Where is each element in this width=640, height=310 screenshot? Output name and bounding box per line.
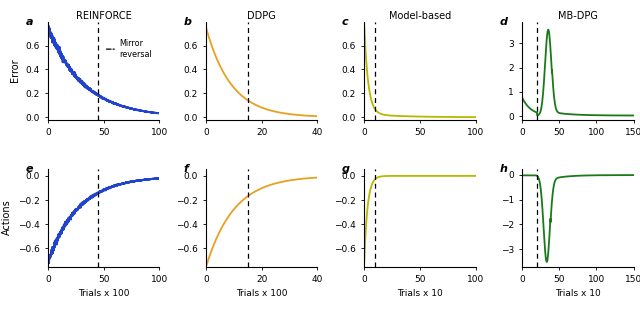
- X-axis label: Trials x 10: Trials x 10: [397, 290, 443, 299]
- Title: Model-based: Model-based: [388, 11, 451, 21]
- Y-axis label: Error: Error: [10, 59, 20, 82]
- Text: f: f: [184, 164, 189, 174]
- Text: e: e: [26, 164, 33, 174]
- Title: REINFORCE: REINFORCE: [76, 11, 132, 21]
- Title: MB-DPG: MB-DPG: [558, 11, 598, 21]
- Text: c: c: [342, 17, 349, 27]
- X-axis label: Trials x 10: Trials x 10: [555, 290, 601, 299]
- Y-axis label: Actions: Actions: [2, 200, 12, 236]
- Text: h: h: [500, 164, 508, 174]
- Title: DDPG: DDPG: [248, 11, 276, 21]
- Text: Mirror
reversal: Mirror reversal: [119, 39, 152, 59]
- X-axis label: Trials x 100: Trials x 100: [78, 290, 129, 299]
- Text: d: d: [500, 17, 508, 27]
- Text: b: b: [184, 17, 192, 27]
- Text: g: g: [342, 164, 350, 174]
- X-axis label: Trials x 100: Trials x 100: [236, 290, 287, 299]
- Text: a: a: [26, 17, 33, 27]
